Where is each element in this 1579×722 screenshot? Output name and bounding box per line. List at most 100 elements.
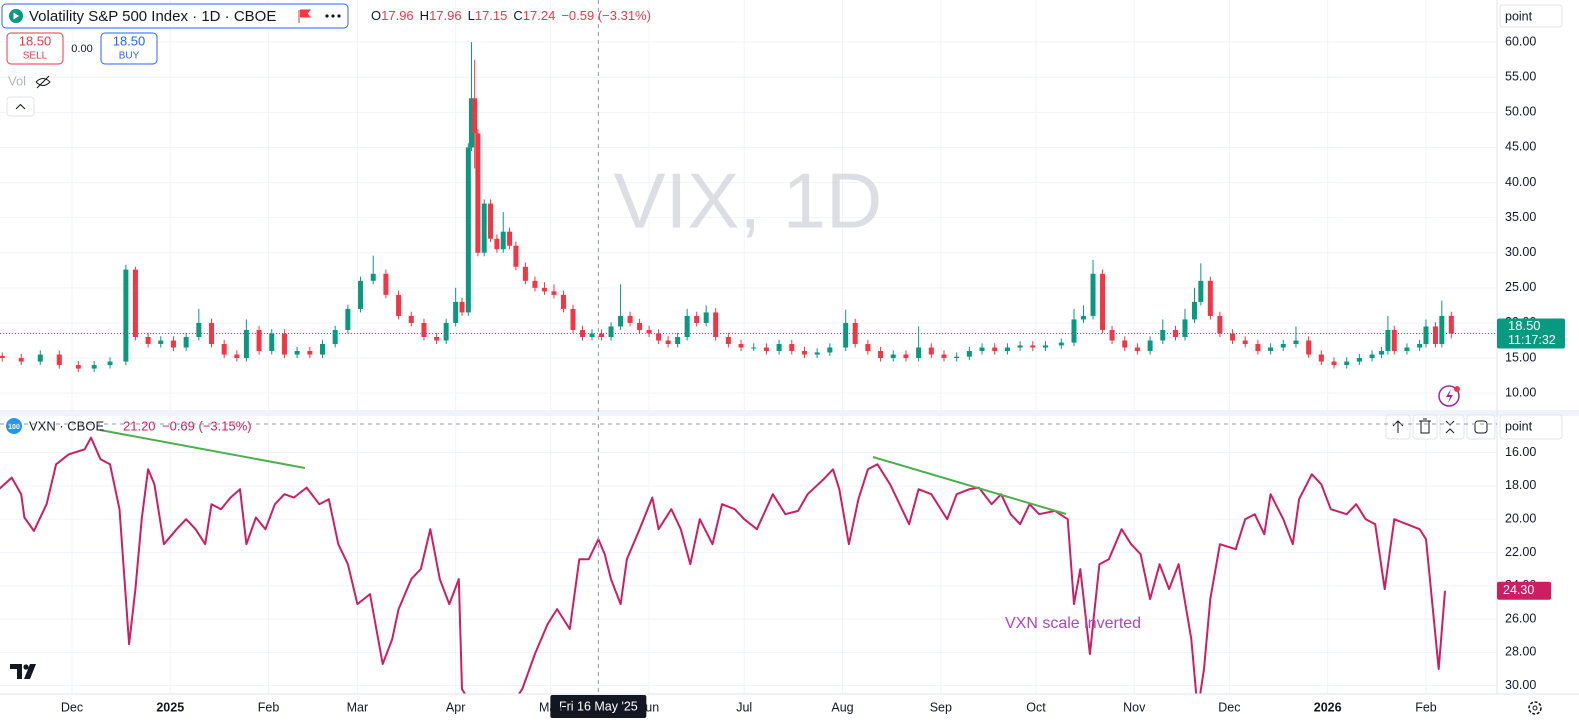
candle-body <box>209 322 215 345</box>
candle-body <box>903 354 909 359</box>
x-tick-label: May <box>539 700 563 714</box>
x-tick-label: 2025 <box>156 700 184 714</box>
candle-body <box>183 336 189 348</box>
y-tick-label: 35.00 <box>1505 210 1536 224</box>
candle-body <box>694 315 700 323</box>
ohlc-change: −0.59 (−3.31%) <box>561 8 651 23</box>
candle-body <box>132 269 138 337</box>
collapse-icon <box>15 103 26 110</box>
candle-body <box>396 294 402 316</box>
alert-icon[interactable] <box>1438 385 1460 407</box>
candle-body <box>1255 344 1261 352</box>
watermark: VIX, 1D <box>614 157 883 245</box>
series-name: VXN · CBOE <box>29 418 104 433</box>
scale-button[interactable] <box>1499 414 1563 440</box>
candle-body <box>1417 344 1423 348</box>
trend-line[interactable] <box>872 456 1067 515</box>
countdown: 11:17:32 <box>1508 333 1556 347</box>
candle-body <box>469 98 475 148</box>
candle-body <box>269 333 275 352</box>
candle-body <box>599 333 605 337</box>
candle-body <box>570 308 576 330</box>
candle-body <box>665 340 671 345</box>
candle-body <box>1172 329 1178 337</box>
candle-body <box>1058 342 1064 346</box>
candle-body <box>1198 280 1204 302</box>
candle-body <box>541 287 547 292</box>
candle-body <box>966 351 972 357</box>
candle-body <box>243 329 249 359</box>
candle-body <box>954 356 960 359</box>
legend-value: 21.20 <box>123 418 156 433</box>
symbol-box[interactable] <box>1 3 349 29</box>
more-icon[interactable] <box>325 14 329 18</box>
candle-body <box>383 273 389 295</box>
candle-body <box>1090 273 1096 316</box>
more-icon[interactable] <box>331 14 335 18</box>
candle-body <box>1268 347 1274 352</box>
candle-body <box>646 329 652 334</box>
candle-body <box>307 351 313 355</box>
sell-button[interactable] <box>6 32 64 65</box>
sell-price: 18.50 <box>19 33 52 48</box>
y-tick-label: 18.00 <box>1505 478 1536 492</box>
badge <box>6 418 22 434</box>
candle-body <box>589 333 595 337</box>
candle-body <box>738 344 744 348</box>
crosshair-label-box <box>550 695 647 718</box>
collapse-pane-button[interactable] <box>1439 414 1465 440</box>
candle-body <box>196 322 202 337</box>
settings-icon <box>1532 705 1538 711</box>
candle-body <box>916 347 922 359</box>
price-pane <box>0 42 1497 373</box>
candle-body <box>1081 315 1087 320</box>
buy-button[interactable] <box>100 32 158 65</box>
candle-body <box>488 203 494 239</box>
candle-body <box>776 344 782 352</box>
candle-body <box>751 347 757 349</box>
candle-body <box>1423 326 1429 345</box>
collapse-button[interactable] <box>6 96 35 117</box>
candle-body <box>1182 319 1188 337</box>
logo <box>10 664 36 679</box>
candle-body <box>281 333 287 355</box>
candle-body <box>713 312 719 337</box>
crosshair-label: Fri 16 May '25 <box>559 699 638 713</box>
icon <box>1445 420 1455 434</box>
candle-body <box>843 322 849 348</box>
y-tick-label: 28.00 <box>1505 645 1536 659</box>
last-value-label: 24.30 <box>1503 583 1534 597</box>
hide-icon[interactable] <box>35 75 51 89</box>
flag-icon[interactable] <box>298 9 312 23</box>
candle-body <box>1242 340 1248 345</box>
scale-button[interactable] <box>1499 4 1563 28</box>
candle-body <box>256 329 262 352</box>
maximize-button[interactable] <box>1466 414 1496 440</box>
logo <box>23 664 29 670</box>
trend-line[interactable] <box>99 429 306 469</box>
y-tick-label: 60.00 <box>1505 34 1536 48</box>
x-tick-label: Jul <box>736 700 752 714</box>
candle-body <box>453 301 459 323</box>
candle-body <box>941 354 947 359</box>
y-tick-label: 15.00 <box>1505 350 1536 364</box>
candle-body <box>475 133 481 253</box>
volume-label: Vol <box>8 73 26 88</box>
x-tick-label: Jun <box>639 700 659 714</box>
last-value-box <box>1497 581 1551 600</box>
candle-body <box>878 351 884 359</box>
overlay: Fri 16 May '25 <box>0 0 1497 718</box>
candle-body <box>789 344 795 352</box>
y-tick-label: 10.00 <box>1505 385 1536 399</box>
more-icon[interactable] <box>337 14 341 18</box>
candle-body <box>465 147 471 313</box>
x-tick-label: Apr <box>446 700 465 714</box>
candle-body <box>1293 340 1299 345</box>
candle-body <box>1391 329 1397 352</box>
candle-body <box>637 322 643 330</box>
candle-body <box>618 315 624 327</box>
candle-body <box>123 269 129 362</box>
settings-icon[interactable] <box>1528 701 1542 715</box>
